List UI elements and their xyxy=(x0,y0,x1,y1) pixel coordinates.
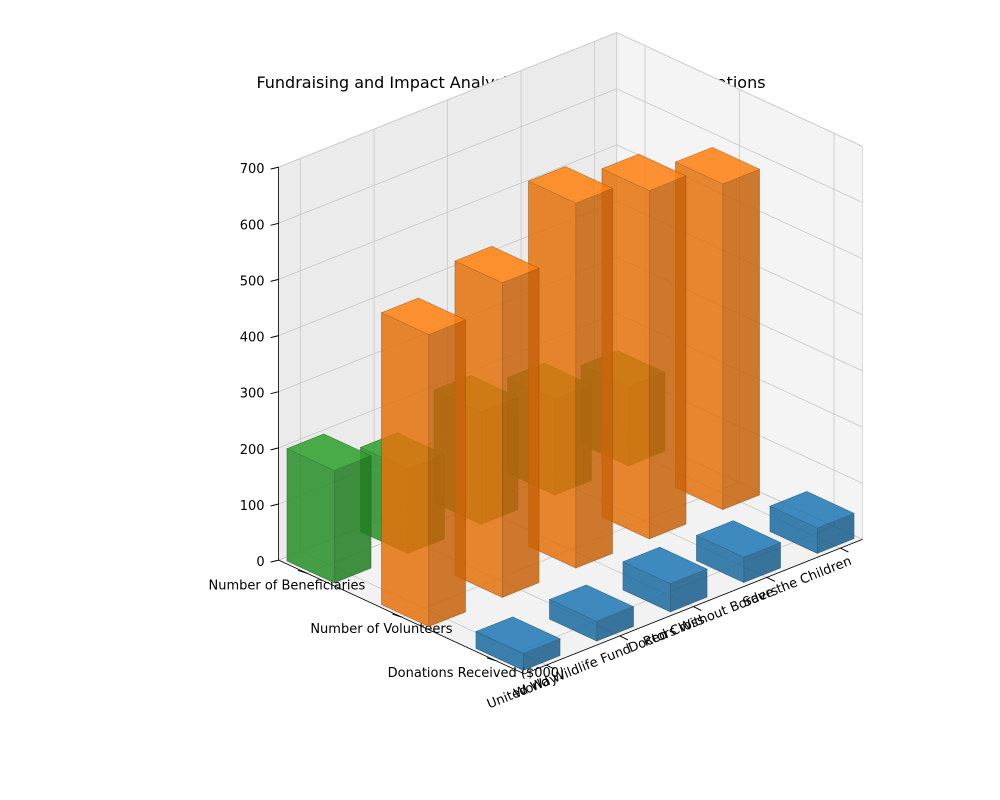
bar xyxy=(601,153,687,540)
z-tick xyxy=(270,278,279,282)
z-tick xyxy=(270,166,279,170)
bar xyxy=(454,245,540,598)
y-tick xyxy=(486,657,497,662)
bars xyxy=(286,147,855,671)
bar xyxy=(769,491,855,554)
z-tick-label: 700 xyxy=(240,162,265,177)
z-tick-label: 400 xyxy=(240,331,265,346)
y-tick-label: Number of Volunteers xyxy=(310,622,452,637)
z-tick-label: 100 xyxy=(240,499,265,514)
y-tick xyxy=(297,569,308,574)
bar xyxy=(548,584,635,642)
bar xyxy=(674,147,761,510)
bar xyxy=(475,616,561,671)
bar xyxy=(695,520,782,583)
x-tick xyxy=(693,606,702,612)
y-tick-label: Number of Beneficiaries xyxy=(208,578,365,593)
bar xyxy=(622,546,708,613)
z-tick-label: 500 xyxy=(240,274,265,289)
z-tick-label: 200 xyxy=(240,443,265,458)
x-tick xyxy=(546,664,555,670)
z-gridline xyxy=(278,32,617,168)
z-tick xyxy=(270,559,279,563)
y-tick xyxy=(392,613,402,618)
z-tick-label: 600 xyxy=(240,218,265,233)
x-axis-line xyxy=(524,539,863,675)
z-tick xyxy=(270,391,279,395)
z-tick xyxy=(270,447,279,451)
x-tick xyxy=(766,576,776,582)
z-tick xyxy=(270,222,279,226)
x-tick xyxy=(840,547,849,553)
y-axis-line xyxy=(278,559,525,675)
z-tick xyxy=(270,335,279,339)
z-tick xyxy=(270,503,279,507)
bar xyxy=(527,166,614,569)
x-tick xyxy=(619,635,629,641)
z-tick-label: 0 xyxy=(256,555,264,570)
bar xyxy=(380,297,467,627)
bar xyxy=(286,433,372,584)
y-tick-label: Donations Received ($000) xyxy=(388,666,564,681)
z-tick-label: 300 xyxy=(240,387,265,402)
